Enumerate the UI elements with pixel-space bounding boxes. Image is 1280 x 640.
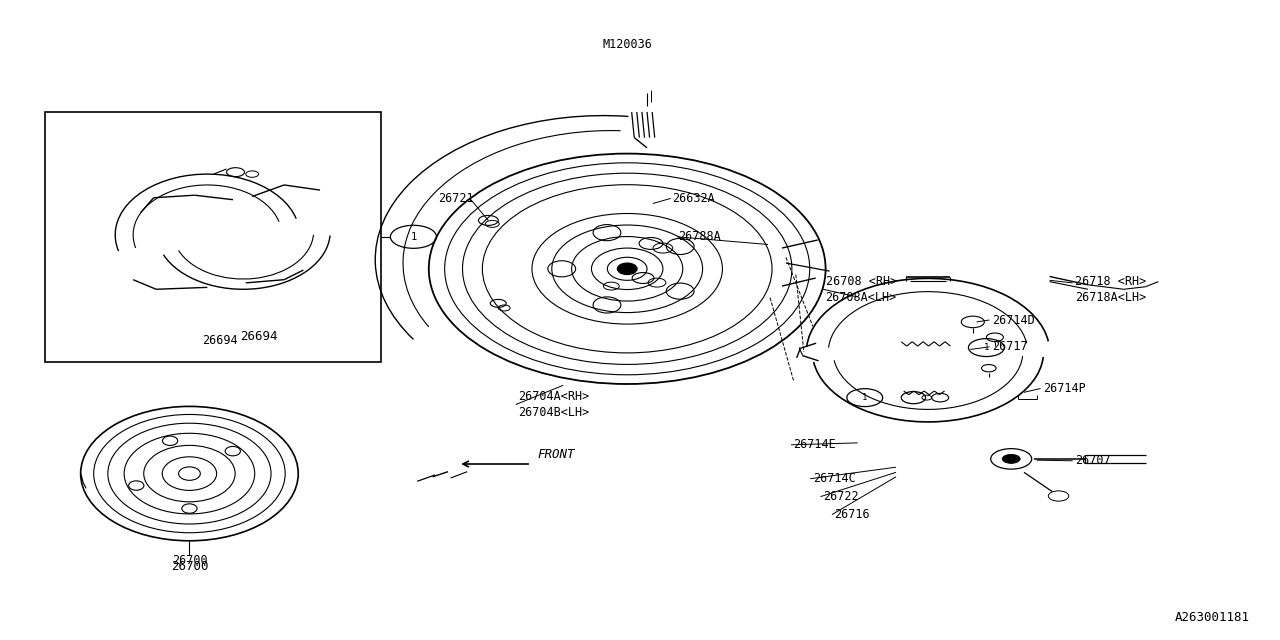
Circle shape — [1002, 454, 1020, 463]
Text: 26721: 26721 — [438, 192, 474, 205]
Text: 26717: 26717 — [992, 340, 1028, 353]
Text: 26718A<LH>: 26718A<LH> — [1075, 291, 1147, 304]
Text: 26714P: 26714P — [1043, 382, 1085, 395]
Text: 26707: 26707 — [1075, 454, 1111, 467]
Text: 26694: 26694 — [202, 334, 238, 347]
Text: 1: 1 — [984, 343, 989, 352]
Text: 26704B<LH>: 26704B<LH> — [518, 406, 590, 419]
Text: 26718 <RH>: 26718 <RH> — [1075, 275, 1147, 288]
Text: 26704A<RH>: 26704A<RH> — [518, 390, 590, 403]
Ellipse shape — [179, 467, 200, 480]
Text: 26716: 26716 — [835, 508, 870, 521]
Text: 26708 <RH>: 26708 <RH> — [826, 275, 897, 288]
Text: 26700: 26700 — [172, 554, 207, 566]
Text: M120036: M120036 — [603, 38, 652, 51]
Text: 26714D: 26714D — [992, 314, 1034, 326]
Text: 26632A: 26632A — [672, 192, 714, 205]
Text: A263001181: A263001181 — [1174, 611, 1249, 624]
Text: 26708A<LH>: 26708A<LH> — [826, 291, 897, 304]
Text: 26714C: 26714C — [813, 472, 855, 485]
Bar — [45, 112, 381, 362]
Ellipse shape — [617, 263, 637, 275]
Text: 26722: 26722 — [823, 490, 859, 503]
Text: 26788A: 26788A — [678, 230, 721, 243]
Text: 1: 1 — [863, 393, 868, 402]
Text: 26700: 26700 — [170, 560, 209, 573]
Text: FRONT: FRONT — [538, 448, 575, 461]
Text: 1: 1 — [411, 232, 416, 242]
Text: 26714E: 26714E — [794, 438, 836, 451]
Text: 26694: 26694 — [239, 330, 278, 342]
